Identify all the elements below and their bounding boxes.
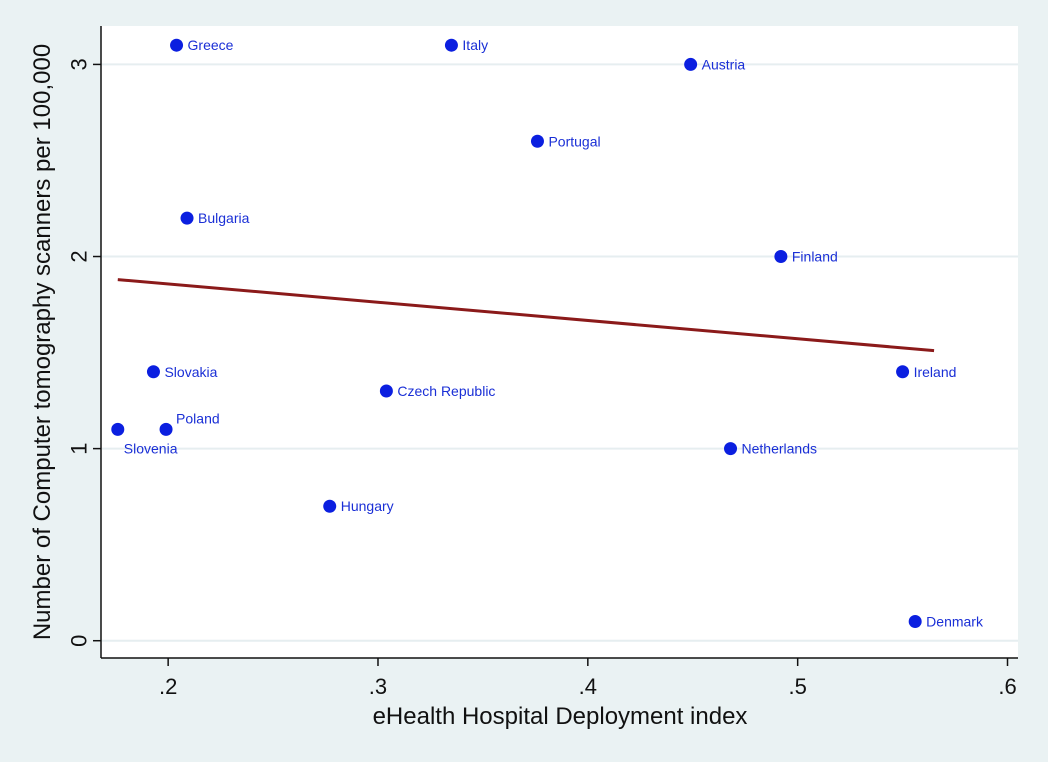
point-hungary — [323, 499, 337, 513]
point-portugal — [530, 134, 544, 148]
data-points: Greece Italy Austria Portugal Bulgaria Finlan… — [111, 37, 984, 630]
y-tick-label: 0 — [67, 635, 92, 647]
plot-area — [101, 26, 1018, 658]
y-axis-title: Number of Computer tomography scanners p… — [29, 44, 56, 640]
point-bulgaria — [180, 211, 194, 225]
x-axis-title: eHealth Hospital Deployment index — [373, 703, 748, 730]
point-label-slovakia: Slovakia — [164, 364, 217, 380]
point-finland — [774, 250, 788, 264]
point-poland — [159, 422, 173, 436]
point-label-italy: Italy — [462, 37, 488, 53]
fit-line — [117, 278, 935, 353]
axes: 0 1 2 3 .2 .3 .4 .5 .6 — [67, 26, 1018, 699]
point-ireland — [896, 365, 910, 379]
y-tick-label: 1 — [67, 442, 92, 454]
point-slovenia — [111, 422, 125, 436]
point-label-portugal: Portugal — [548, 133, 600, 149]
grid-lines — [101, 63, 1018, 642]
x-tick-label: .2 — [159, 674, 177, 699]
point-label-slovenia: Slovenia — [124, 440, 178, 456]
y-tick-label: 2 — [67, 250, 92, 262]
point-label-czech-republic: Czech Republic — [397, 383, 495, 399]
point-italy — [444, 38, 458, 52]
point-greece — [170, 38, 184, 52]
point-austria — [684, 57, 698, 71]
y-tick-label: 3 — [67, 58, 92, 70]
point-label-hungary: Hungary — [341, 498, 394, 514]
fit-line-group — [117, 278, 935, 353]
point-label-netherlands: Netherlands — [742, 441, 818, 457]
point-label-denmark: Denmark — [926, 614, 984, 630]
x-tick-label: .6 — [998, 674, 1016, 699]
point-label-austria: Austria — [702, 56, 746, 72]
x-tick-label: .4 — [579, 674, 597, 699]
point-label-poland: Poland — [176, 410, 220, 426]
point-czech-republic — [379, 384, 393, 398]
x-tick-label: .5 — [788, 674, 806, 699]
point-netherlands — [724, 442, 738, 456]
x-tick-label: .3 — [369, 674, 387, 699]
point-label-finland: Finland — [792, 249, 838, 265]
point-slovakia — [146, 365, 160, 379]
point-label-ireland: Ireland — [914, 364, 957, 380]
point-label-greece: Greece — [188, 37, 234, 53]
point-denmark — [908, 615, 922, 629]
point-label-bulgaria: Bulgaria — [198, 210, 250, 226]
